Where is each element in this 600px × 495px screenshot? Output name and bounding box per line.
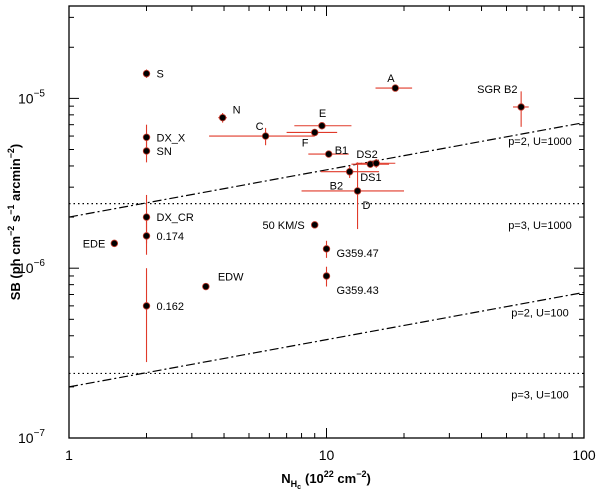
point-label: 0.174 — [157, 231, 185, 243]
point-label: EDW — [218, 272, 244, 284]
reference-line — [68, 122, 585, 218]
errorbars-layer — [145, 69, 529, 363]
data-point — [142, 232, 151, 240]
points-layer — [110, 69, 525, 310]
point-label: 50 KM/S — [263, 220, 305, 232]
data-point — [261, 132, 270, 140]
y-axis-label: SB (ph cm−2 s−1 arcmin−2) — [6, 144, 23, 301]
point-label: G359.43 — [337, 285, 379, 297]
reference-line — [68, 291, 585, 388]
data-point — [391, 84, 399, 92]
plot-frame — [68, 5, 585, 439]
reference-line-label: p=2, U=1000 — [508, 136, 572, 148]
reference-lines-layer — [68, 122, 585, 388]
point-label: N — [233, 105, 241, 117]
data-point — [322, 245, 331, 253]
data-point — [311, 221, 319, 229]
point-label: G359.47 — [337, 248, 379, 260]
data-point — [142, 302, 151, 310]
data-point — [110, 239, 119, 248]
y-tick-label: 10−7 — [18, 428, 45, 446]
point-label: A — [387, 73, 395, 85]
x-tick-label: 100 — [572, 447, 596, 463]
point-label: 0.162 — [157, 301, 185, 313]
data-point — [142, 147, 151, 155]
point-label: DS2 — [356, 149, 377, 161]
point-label: B1 — [335, 145, 348, 157]
point-labels-layer: p=2, U=1000 p=3, U=1000 p=2, U=100 p=3, U=1… — [83, 69, 572, 402]
point-label: B2 — [330, 181, 343, 193]
point-label: SGR B2 — [477, 84, 517, 96]
data-point — [218, 113, 227, 122]
data-point — [325, 150, 333, 158]
reference-line-label: p=3, U=100 — [511, 390, 569, 402]
point-label: C — [256, 121, 264, 133]
point-label: D — [363, 200, 371, 212]
y-tick-label: 10−5 — [18, 88, 45, 106]
data-point — [353, 187, 362, 195]
data-point — [142, 133, 151, 141]
point-label: E — [319, 108, 326, 120]
data-point — [517, 103, 525, 111]
point-label: S — [157, 69, 164, 81]
x-tick-label: 1 — [65, 447, 73, 463]
data-point — [372, 159, 380, 167]
reference-line-label: p=3, U=1000 — [508, 220, 572, 232]
point-label: DX_CR — [157, 212, 194, 224]
x-axis-label: NHc(1022 cm−2) — [281, 469, 371, 491]
data-point — [202, 282, 210, 291]
x-tick-label: 10 — [319, 447, 335, 463]
point-label: EDE — [83, 238, 106, 250]
point-label: DS1 — [360, 172, 381, 184]
reference-line-label: p=2, U=100 — [511, 307, 569, 319]
y-tick-label: 10−6 — [18, 258, 45, 276]
data-point — [318, 122, 326, 130]
point-label: DX_X — [157, 132, 186, 144]
data-point — [345, 168, 354, 176]
point-label: F — [302, 137, 309, 149]
data-point — [322, 272, 331, 280]
x-tick-labels: 1 10 100 — [65, 447, 596, 463]
data-point — [142, 69, 151, 78]
y-tick-labels: 10−5 10−6 10−7 — [18, 88, 45, 446]
data-point — [311, 128, 319, 137]
point-label: SN — [157, 146, 172, 158]
data-point — [142, 213, 151, 221]
